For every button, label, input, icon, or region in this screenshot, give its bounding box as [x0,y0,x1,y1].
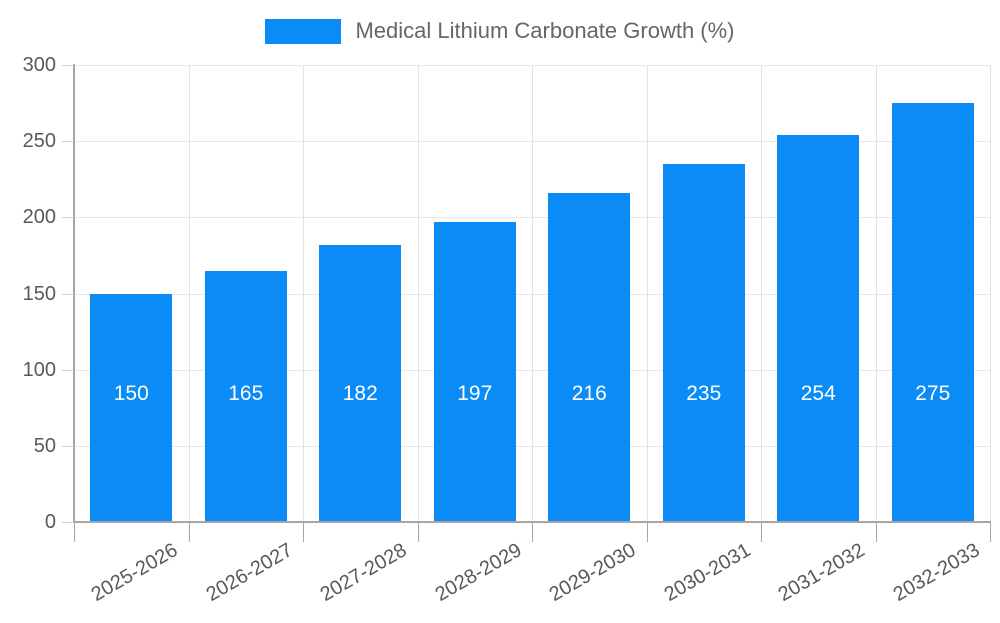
x-tick-label: 2028-2029 [431,539,526,607]
bar-value-label: 235 [686,382,722,405]
y-tick-label: 0 [44,511,56,533]
bar-value-label: 254 [800,382,836,405]
plot-area: 150 165 182 197 216 235 254 275 [74,65,991,523]
x-tick-label: 2027-2028 [316,539,411,607]
gridline-vertical [761,65,762,522]
x-tick-mark [990,523,991,542]
y-tick-label: 100 [22,358,56,381]
bar[interactable]: 150 [90,293,173,522]
x-tick-mark [189,523,190,542]
gridline-vertical [303,65,304,522]
x-tick-mark [876,523,877,542]
bar-value-label: 182 [342,382,378,405]
y-tick-mark [62,141,74,143]
legend-color-swatch [265,18,342,44]
legend-series-label: Medical Lithium Carbonate Growth (%) [355,18,735,43]
bar-rect [548,192,631,522]
y-tick-mark [62,522,74,523]
x-tick-mark [74,523,75,542]
bar[interactable]: 275 [891,103,974,522]
y-tick-mark [62,369,74,371]
gridline-vertical [647,65,648,522]
bar[interactable]: 182 [319,244,402,522]
bar[interactable]: 216 [548,192,631,522]
y-tick-label: 200 [22,206,56,229]
gridline-vertical [990,65,991,522]
y-tick-label: 150 [22,282,56,305]
bar-rect [891,103,974,522]
gridline-vertical [189,65,190,522]
bar-rect [662,164,745,522]
y-tick-mark [62,293,74,295]
x-tick-label: 2031-2032 [774,539,869,607]
y-tick-label: 250 [22,130,56,153]
x-tick-label: 2029-2030 [545,539,640,607]
y-axis-line [73,64,75,523]
x-axis-line [74,521,991,523]
y-tick-mark [62,445,74,447]
y-tick-mark [62,65,74,66]
x-tick-label: 2025-2026 [87,539,182,607]
bar-rect [777,135,860,522]
bar-value-label: 197 [457,382,493,405]
bar-chart: Medical Lithium Carbonate Growth (%) 150… [0,12,1000,606]
bar-value-label: 216 [571,382,607,405]
bar-rect [90,293,173,522]
chart-legend: Medical Lithium Carbonate Growth (%) [0,12,1000,50]
bar[interactable]: 235 [662,164,745,522]
gridline-vertical [532,65,533,522]
y-tick-mark [62,217,74,219]
x-tick-mark [647,523,648,542]
x-tick-mark [418,523,419,542]
y-tick-label: 50 [33,434,56,457]
bar-rect [319,244,402,522]
x-tick-label: 2030-2031 [660,539,755,607]
gridline-vertical [876,65,877,522]
bar-value-label: 150 [113,382,149,405]
x-tick-mark [303,523,304,542]
x-tick-label: 2032-2033 [889,539,984,607]
bar[interactable]: 165 [204,270,287,522]
x-tick-mark [532,523,533,542]
bar[interactable]: 197 [433,221,516,522]
bar-value-label: 165 [228,382,264,405]
gridline-vertical [418,65,419,522]
x-tick-label: 2026-2027 [202,539,297,607]
y-tick-label: 300 [22,54,56,76]
bar-rect [433,221,516,522]
bar[interactable]: 254 [777,135,860,522]
bar-value-label: 275 [915,382,951,405]
x-tick-mark [761,523,762,542]
bar-rect [204,270,287,522]
